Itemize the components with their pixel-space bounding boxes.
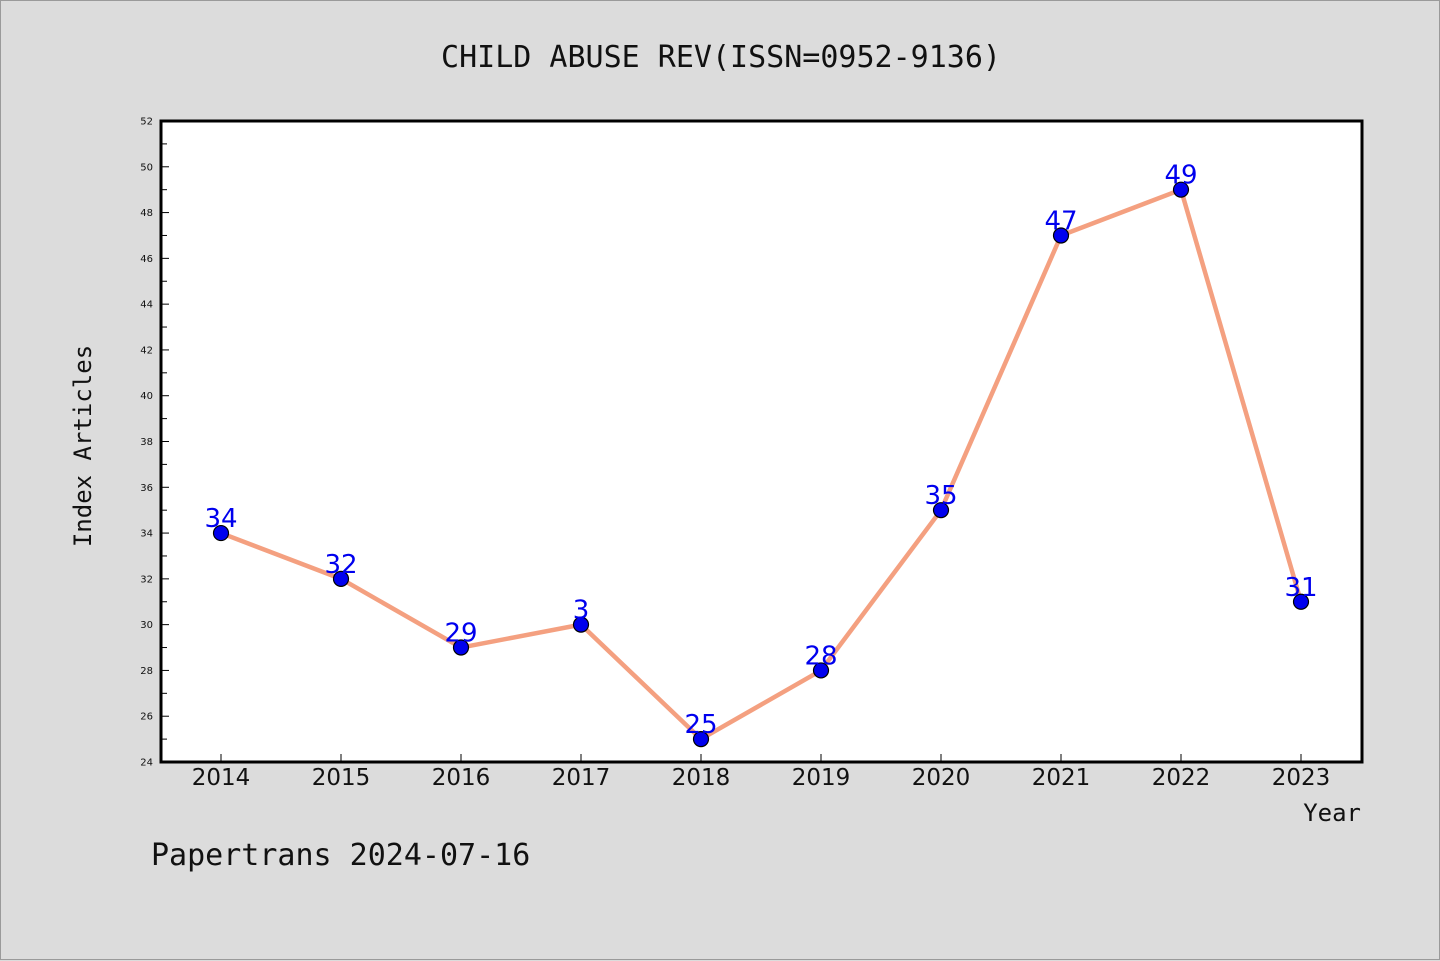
y-tick-label: 30 xyxy=(140,620,153,631)
data-point xyxy=(452,639,470,656)
y-tick-label: 50 xyxy=(140,162,153,173)
x-axis-label: Year xyxy=(1303,799,1361,827)
x-tick-label: 2017 xyxy=(552,765,611,791)
data-label: 3 xyxy=(573,596,590,626)
y-tick-label: 28 xyxy=(140,666,153,677)
x-tick-label: 2020 xyxy=(912,765,971,791)
data-point xyxy=(812,662,830,679)
footer-text: Papertrans 2024-07-16 xyxy=(151,838,530,873)
data-label: 34 xyxy=(204,504,237,534)
data-label: 49 xyxy=(1164,161,1197,191)
data-label: 28 xyxy=(804,641,837,671)
y-tick-label: 38 xyxy=(140,437,153,448)
data-point xyxy=(932,502,950,519)
data-label: 47 xyxy=(1044,206,1077,236)
data-labels-group: 34 32 29 3 25 28 35 47 49 31 xyxy=(204,161,1317,740)
data-label: 29 xyxy=(444,619,477,649)
x-tick-label: 2023 xyxy=(1272,765,1331,791)
data-point xyxy=(1172,181,1190,198)
y-tick-label: 44 xyxy=(140,300,153,311)
data-label: 35 xyxy=(924,481,957,511)
y-tick-label: 36 xyxy=(140,483,153,494)
x-axis: 2014 2015 2016 2017 2018 2019 2020 2021 2022 2023 xyxy=(192,754,1331,791)
plot-area xyxy=(159,119,1364,764)
data-label: 31 xyxy=(1284,573,1317,603)
data-label: 25 xyxy=(684,710,717,740)
data-label: 32 xyxy=(324,550,357,580)
x-tick-label: 2019 xyxy=(792,765,851,791)
y-axis: 24 26 28 30 32 34 36 38 40 42 44 46 48 50 52 xyxy=(140,117,169,769)
series-group xyxy=(212,181,1310,748)
y-tick-label: 34 xyxy=(140,529,153,540)
chart-title: CHILD ABUSE REV(ISSN=0952-9136) xyxy=(441,40,1001,75)
data-point xyxy=(332,570,350,587)
series-line xyxy=(218,187,1304,742)
y-tick-label: 42 xyxy=(140,345,153,356)
x-tick-label: 2021 xyxy=(1032,765,1091,791)
data-point xyxy=(692,731,710,748)
y-tick-label: 32 xyxy=(140,574,153,585)
x-tick-label: 2014 xyxy=(192,765,251,791)
x-tick-label: 2016 xyxy=(432,765,491,791)
y-tick-label: 46 xyxy=(140,254,153,265)
y-tick-label: 24 xyxy=(140,758,153,769)
x-tick-label: 2018 xyxy=(672,765,731,791)
x-tick-label: 2015 xyxy=(312,765,371,791)
y-axis-label: Index Articles xyxy=(69,345,97,547)
y-tick-label: 48 xyxy=(140,208,153,219)
y-tick-label: 40 xyxy=(140,391,153,402)
x-tick-label: 2022 xyxy=(1152,765,1211,791)
y-tick-label: 26 xyxy=(140,712,153,723)
data-point xyxy=(1052,227,1070,244)
data-point xyxy=(1292,593,1310,610)
data-point xyxy=(572,616,590,633)
y-tick-label: 52 xyxy=(140,117,153,128)
data-point xyxy=(212,524,230,542)
